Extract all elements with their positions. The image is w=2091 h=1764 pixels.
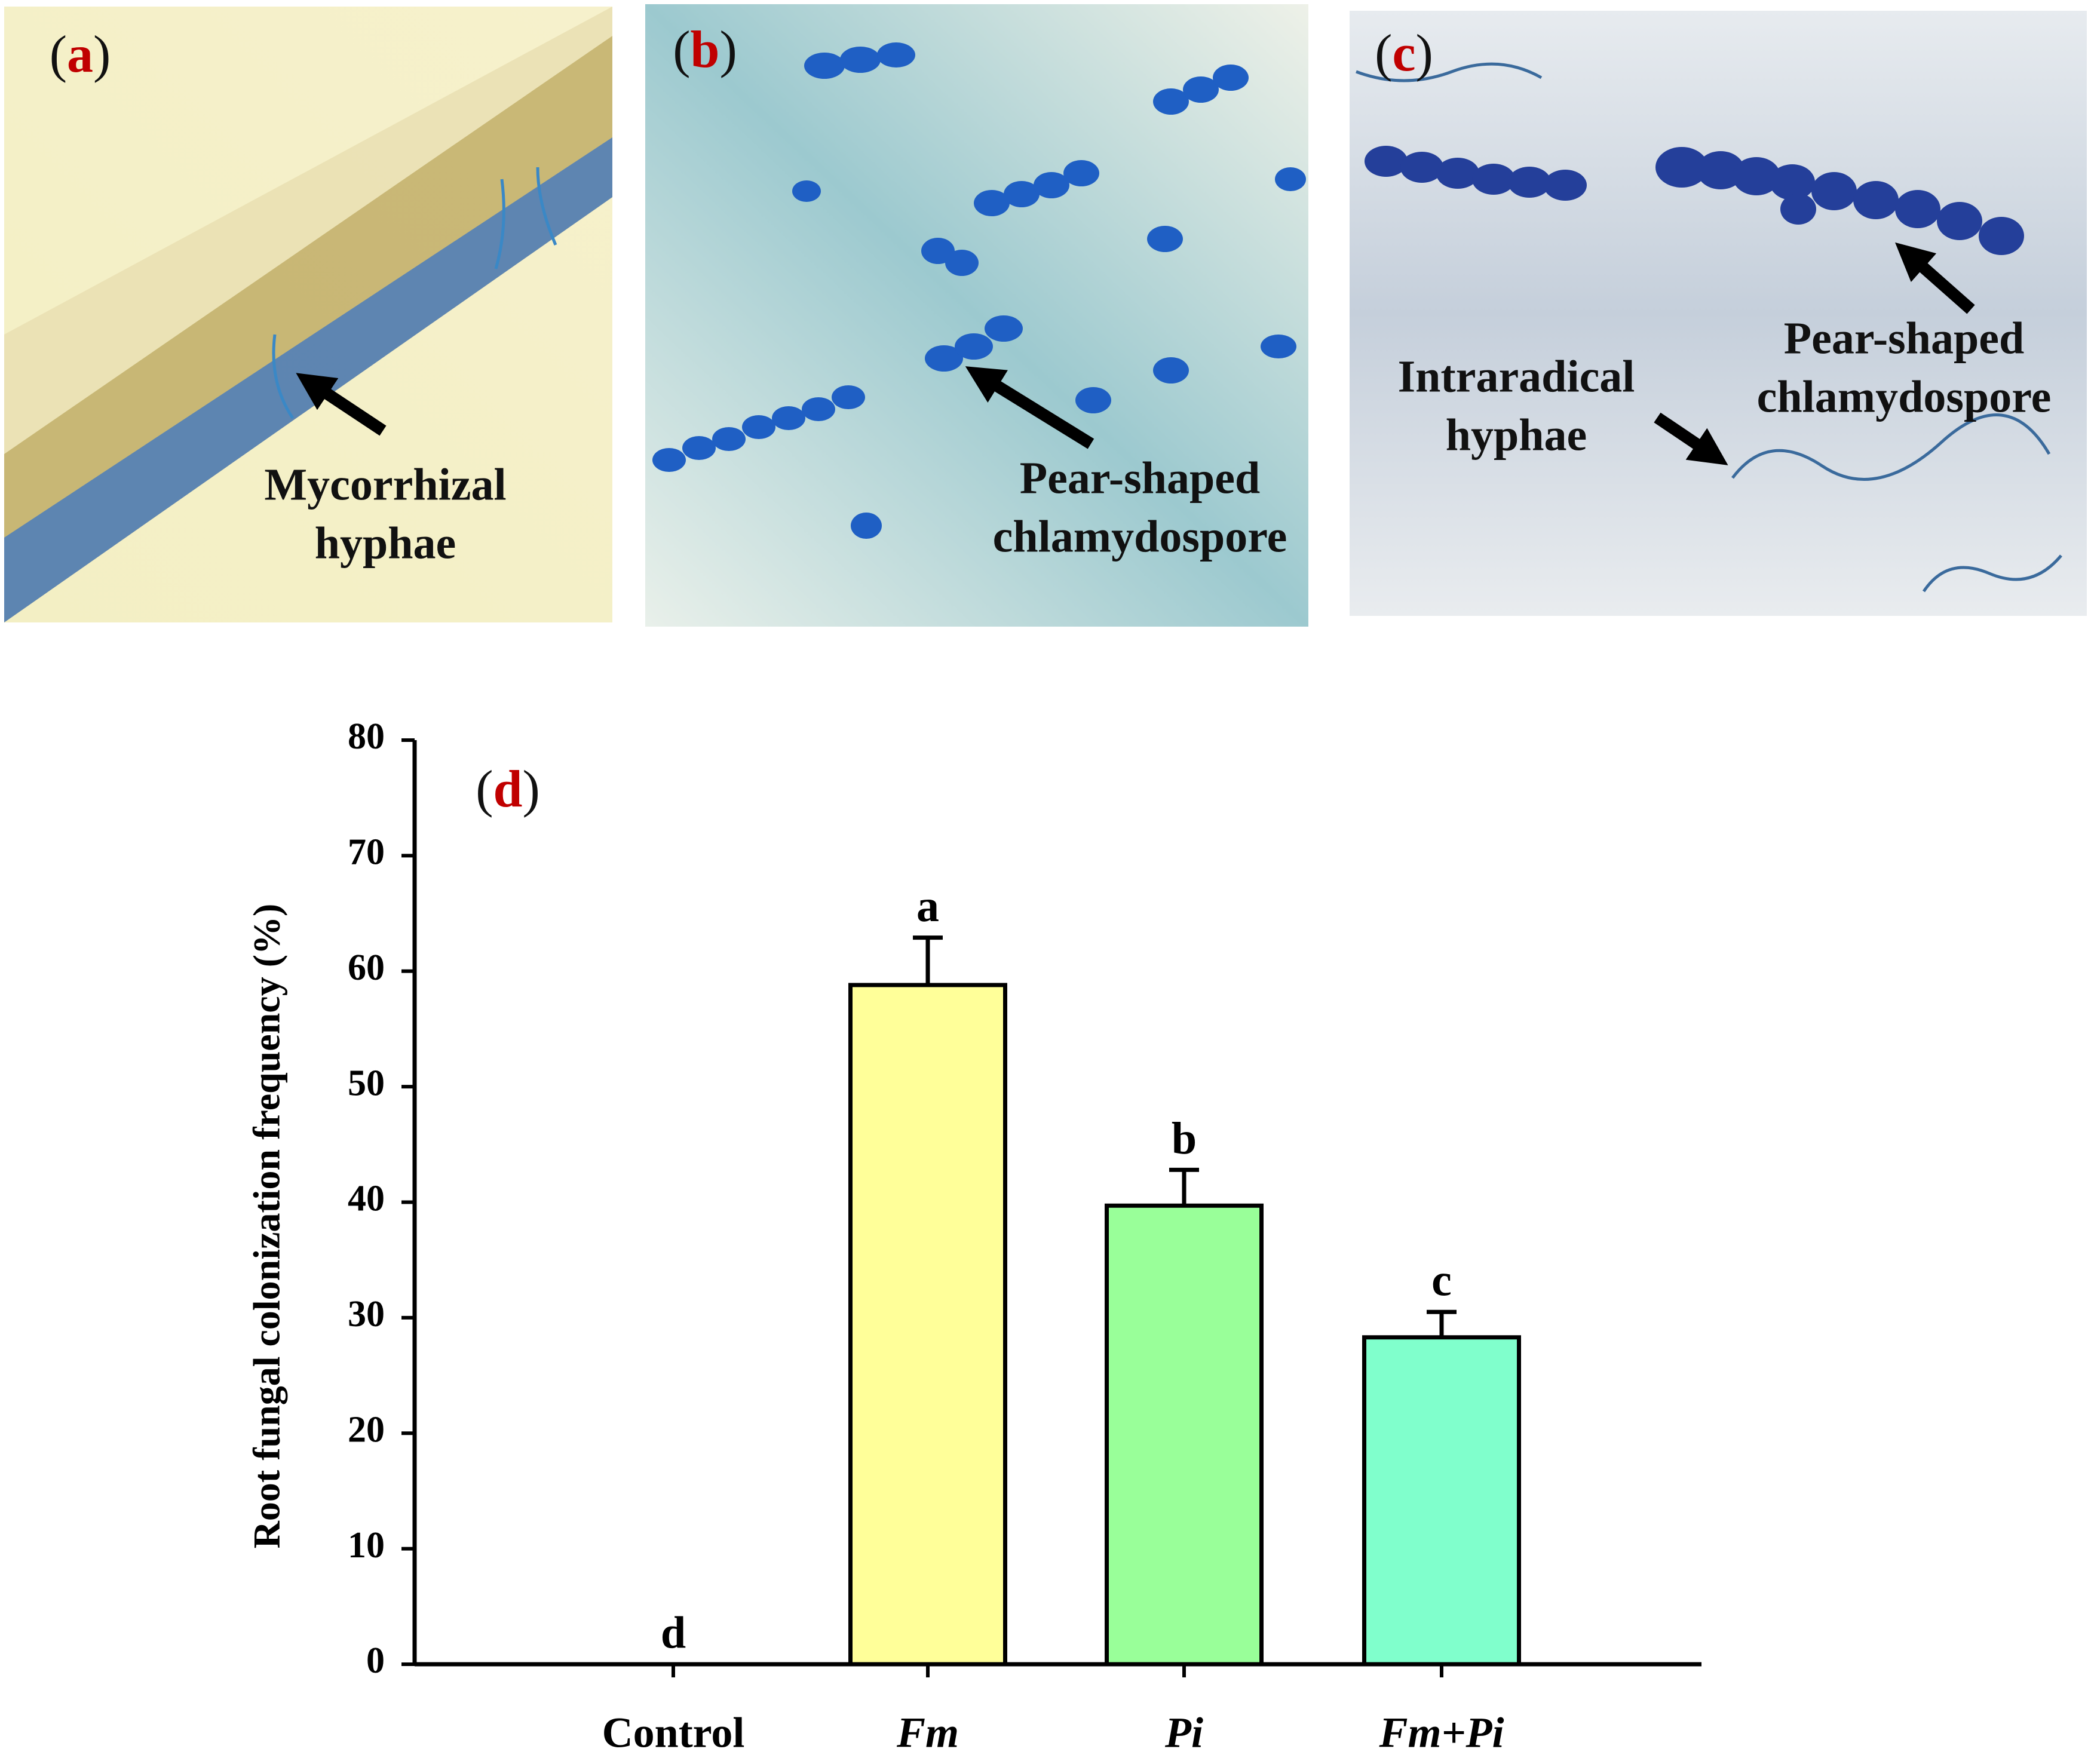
y-tick-label: 30 (348, 1294, 385, 1334)
y-tick-label: 20 (348, 1409, 385, 1450)
y-tick-label: 40 (348, 1179, 385, 1219)
x-tick-label: Pi (1164, 1709, 1203, 1757)
bar (848, 983, 1007, 1667)
annotation: chlamydospore (1757, 372, 2052, 422)
y-tick-label: 60 (348, 947, 385, 988)
panel-label: (c) (1375, 24, 1433, 82)
micrograph-c (1350, 11, 2087, 616)
y-tick-label: 50 (348, 1063, 385, 1103)
annotation: Intraradical (1398, 351, 1635, 401)
annotation: hyphae (1446, 410, 1587, 460)
significance-label: c (1431, 1256, 1452, 1306)
panel-label: (a) (50, 26, 111, 84)
micrograph-b (645, 4, 1308, 627)
y-tick-label: 80 (348, 716, 385, 757)
y-axis-title: Root fungal colonization frequency (%) (246, 904, 288, 1549)
annotation: hyphae (315, 518, 456, 568)
significance-label: a (916, 881, 939, 931)
x-tick-label: Fm+Pi (1378, 1709, 1504, 1757)
significance-label: b (1172, 1113, 1197, 1164)
annotation: Pear-shaped (1784, 313, 2025, 363)
micrograph-a (4, 7, 612, 622)
panel-label: (b) (673, 21, 737, 79)
bar-chart: 0 10 20 30 40 50 60 70 80 Root fungal colonizatio… (246, 716, 1701, 1757)
panel-label: (d) (476, 760, 540, 818)
annotation: Pear-shaped (1020, 453, 1261, 503)
arrows (296, 242, 1975, 465)
annotation: chlamydospore (993, 511, 1287, 562)
x-tick-label: Fm (896, 1709, 959, 1757)
significance-label: d (661, 1607, 686, 1658)
x-tick-label: Control (602, 1709, 745, 1757)
y-tick-label: 70 (348, 832, 385, 873)
annotation: Mycorrhizal (264, 459, 506, 510)
y-tick-label: 10 (348, 1525, 385, 1566)
y-tick-label: 0 (366, 1640, 385, 1681)
bar (1105, 1203, 1264, 1667)
bar (1362, 1335, 1521, 1667)
